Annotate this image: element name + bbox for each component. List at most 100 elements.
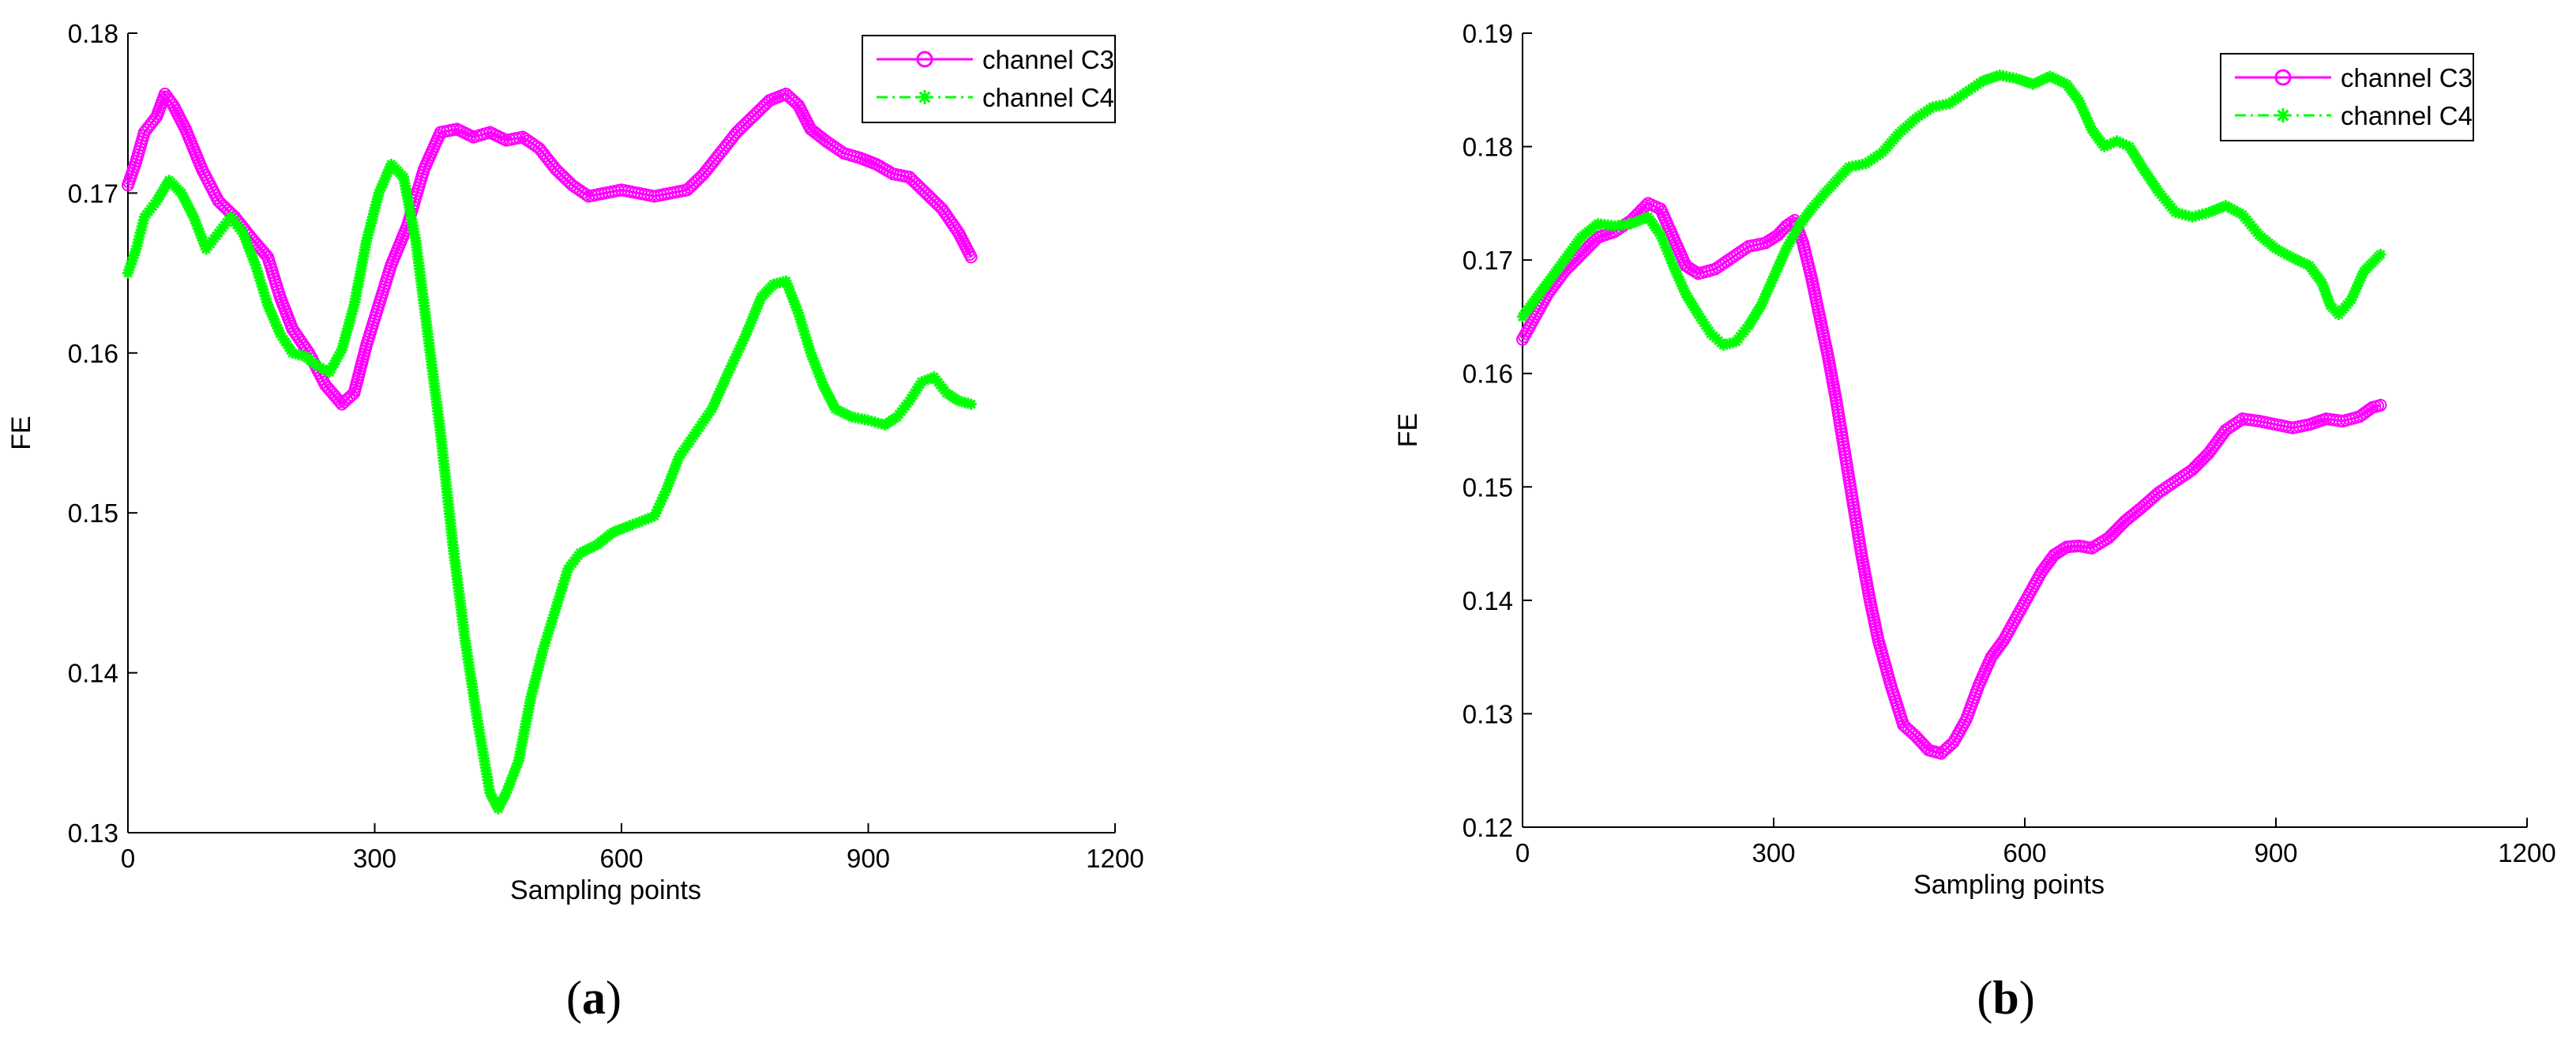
data-point xyxy=(2078,100,2080,102)
data-point xyxy=(329,371,330,373)
data-point xyxy=(2091,547,2093,549)
data-point xyxy=(539,148,540,149)
data-point xyxy=(810,352,812,354)
data-point xyxy=(1978,685,1980,687)
data-point xyxy=(1848,166,1849,167)
data-point xyxy=(678,456,680,457)
data-point xyxy=(1580,236,1582,238)
data-point xyxy=(341,349,343,351)
data-point xyxy=(1522,316,1523,318)
data-point xyxy=(2292,257,2293,258)
data-point xyxy=(1836,401,1838,403)
data-point xyxy=(2141,506,2142,508)
data-point xyxy=(876,164,877,165)
data-point xyxy=(1949,103,1951,104)
y-tick-label: 0.16 xyxy=(1463,359,1513,389)
data-point xyxy=(2371,407,2373,408)
data-point xyxy=(325,384,326,386)
y-tick-label: 0.18 xyxy=(1463,133,1513,162)
data-point xyxy=(144,131,145,133)
legend-box xyxy=(2220,53,2474,141)
data-point xyxy=(291,328,293,329)
data-point xyxy=(1836,180,1838,182)
data-point xyxy=(1802,243,1804,244)
legend-label: channel C3 xyxy=(2341,63,2473,92)
data-point xyxy=(2308,265,2310,266)
data-point xyxy=(567,568,569,570)
y-tick-label: 0.16 xyxy=(68,339,118,368)
data-point xyxy=(473,137,475,138)
panel-label: (a) xyxy=(566,972,621,1024)
x-axis-label: Sampling points xyxy=(1913,870,2105,900)
data-point xyxy=(1660,209,1662,210)
data-point xyxy=(181,192,182,194)
y-axis-label: FE xyxy=(6,416,36,450)
data-point xyxy=(2116,140,2118,141)
data-point xyxy=(477,720,479,721)
chart-panel-b: 0 300 600 900 1200 0.12 0.13 0.14 0.15 0.16 0.17 0.… xyxy=(1393,19,2556,1024)
series-channel-c4 xyxy=(1517,70,2386,351)
data-point xyxy=(588,195,589,197)
legend: channel C3 channel C4 xyxy=(862,35,1116,123)
data-point xyxy=(896,416,898,418)
data-point xyxy=(2208,212,2210,213)
data-point xyxy=(489,792,490,793)
x-tick-label: 300 xyxy=(1752,838,1795,867)
series-markers xyxy=(121,87,978,411)
data-point xyxy=(686,189,688,190)
data-point xyxy=(736,131,738,133)
data-point xyxy=(2041,571,2042,573)
y-tick-label: 0.13 xyxy=(68,818,118,848)
data-point xyxy=(1966,719,1967,721)
data-point xyxy=(2259,420,2260,422)
data-point xyxy=(1853,503,1854,505)
data-point xyxy=(1823,194,1825,195)
data-point xyxy=(1932,106,1933,107)
data-point xyxy=(254,264,256,265)
x-tick-label: 600 xyxy=(599,844,643,873)
data-point xyxy=(572,184,573,186)
data-point xyxy=(2028,594,2030,596)
data-point xyxy=(2380,254,2382,255)
data-point xyxy=(2049,76,2051,77)
data-point xyxy=(267,256,268,258)
data-point xyxy=(596,544,598,546)
data-point xyxy=(1928,749,1929,751)
data-point xyxy=(785,280,787,282)
data-point xyxy=(641,520,643,521)
data-point xyxy=(621,189,622,190)
data-point xyxy=(760,296,762,298)
data-point xyxy=(172,104,174,106)
series-markers xyxy=(1515,197,2387,760)
data-point xyxy=(2141,166,2142,167)
data-point xyxy=(580,552,581,554)
data-point xyxy=(505,140,507,141)
series-channel-c4 xyxy=(122,158,977,815)
data-point xyxy=(1844,452,1846,453)
data-point xyxy=(156,201,157,202)
data-point xyxy=(2275,248,2277,250)
x-tick-label: 0 xyxy=(121,844,135,873)
data-point xyxy=(822,384,824,386)
panel-letter: a xyxy=(582,972,606,1024)
data-point xyxy=(543,648,544,649)
series-markers xyxy=(122,158,977,815)
data-point xyxy=(1777,235,1778,236)
data-point xyxy=(2003,639,2005,641)
data-point xyxy=(2308,423,2310,425)
data-point xyxy=(958,401,959,402)
x-tick-label: 900 xyxy=(847,844,890,873)
data-point xyxy=(1722,344,1724,346)
legend-marker-asterisk xyxy=(918,90,932,104)
data-point xyxy=(390,164,392,165)
x-tick-label: 1200 xyxy=(1086,844,1143,873)
x-tick-label: 1200 xyxy=(2498,838,2555,867)
data-point xyxy=(1522,339,1523,341)
panel-paren-open: ( xyxy=(566,972,582,1024)
data-point xyxy=(2321,282,2323,284)
chart-panel-a: 0 300 600 900 1200 0.13 0.14 0.15 0.16 0.17 0.18 Sa… xyxy=(6,19,1144,1024)
data-point xyxy=(1673,236,1674,238)
data-point xyxy=(2338,314,2340,315)
data-point xyxy=(1564,271,1565,273)
data-point xyxy=(2259,235,2260,236)
